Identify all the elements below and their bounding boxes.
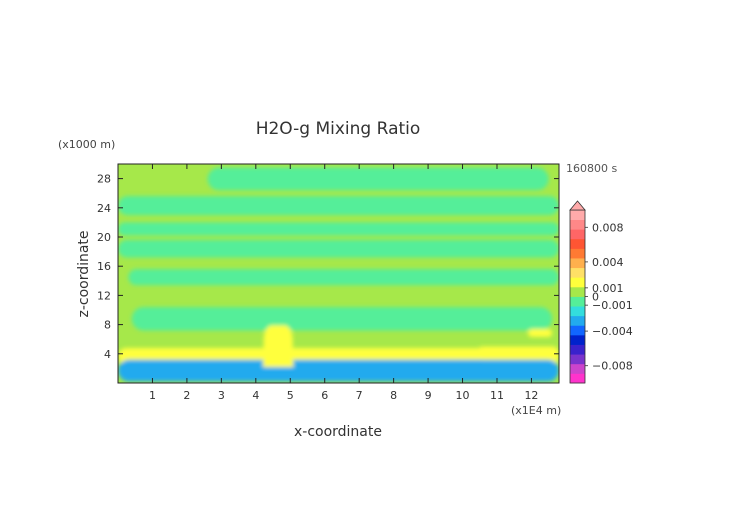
x-tick-label: 12 <box>524 389 538 402</box>
colorbar-swatch <box>570 363 585 374</box>
y-axis-label: z-coordinate <box>76 230 92 317</box>
time-label: 160800 s <box>566 162 617 175</box>
colorbar-swatch <box>570 286 585 297</box>
contour-region-patch-right <box>476 346 559 360</box>
x-tick-label: 4 <box>252 389 259 402</box>
contour-region-plume-top <box>262 325 294 367</box>
y-tick-label: 4 <box>104 348 111 361</box>
x-tick-label: 1 <box>149 389 156 402</box>
x-tick-label: 2 <box>183 389 190 402</box>
colorbar-swatch <box>570 229 585 240</box>
x-tick-label: 10 <box>456 389 470 402</box>
colorbar-swatch <box>570 267 585 278</box>
y-tick-label: 12 <box>97 289 111 302</box>
colorbar-swatch <box>570 334 585 345</box>
colorbar-tick-label: −0.008 <box>592 360 633 373</box>
x-axis: 1 2 3 4 5 6 7 8 9 10 11 12 <box>149 164 538 402</box>
colorbar-tick-label: −0.004 <box>592 325 633 338</box>
colorbar-tick-label: 0.001 <box>592 282 624 295</box>
contour-region-dry-low <box>118 359 559 382</box>
plot-frame <box>117 163 560 384</box>
colorbar-swatch <box>570 219 585 230</box>
colorbar-swatch <box>570 258 585 269</box>
contour-region-green-21 <box>118 222 559 236</box>
x-tick-label: 5 <box>287 389 294 402</box>
colorbar-swatch <box>570 306 585 317</box>
colorbar-swatch <box>570 277 585 288</box>
y-unit-label: (x1000 m) <box>58 138 115 151</box>
plot-area <box>117 163 560 384</box>
colorbar-tick-label: 0 <box>592 291 599 304</box>
x-tick-label: 8 <box>390 389 397 402</box>
colorbar-swatch <box>570 325 585 336</box>
colorbar-swatch <box>570 238 585 249</box>
x-tick-label: 7 <box>356 389 363 402</box>
colorbar-swatch <box>570 373 585 384</box>
contour-region-green-14 <box>128 269 559 286</box>
y-tick-label: 24 <box>97 202 111 215</box>
contour-region-patch-right-8 <box>527 328 553 338</box>
contour-region-green-9 <box>131 307 553 331</box>
y-tick-label: 8 <box>104 319 111 332</box>
contour-region-upper-green <box>207 167 549 191</box>
colorbar-tick-label: −0.001 <box>592 299 633 312</box>
colorbar-overflow-arrow <box>569 200 586 211</box>
colorbar-tick-label: 0.008 <box>592 221 624 234</box>
y-tick-label: 20 <box>97 231 111 244</box>
y-tick-label: 28 <box>97 173 111 186</box>
chart-title: H2O-g Mixing Ratio <box>256 119 421 139</box>
x-tick-label: 9 <box>425 389 432 402</box>
contour-region-green-24 <box>118 196 559 216</box>
colorbar-swatch <box>570 296 585 307</box>
x-tick-label: 3 <box>218 389 225 402</box>
x-tick-label: 11 <box>490 389 504 402</box>
colorbar-tick-label: 0.004 <box>592 256 624 269</box>
colorbar-swatch <box>570 210 585 221</box>
colorbar-swatch <box>570 315 585 326</box>
x-unit-label: (x1E4 m) <box>511 404 561 417</box>
colorbar-swatch <box>570 248 585 259</box>
colorbar-swatch <box>570 344 585 355</box>
y-axis: 4 8 12 16 20 24 28 <box>97 173 559 361</box>
y-tick-label: 16 <box>97 260 111 273</box>
x-axis-label: x-coordinate <box>294 424 382 440</box>
contour-region-green-18 <box>118 239 559 258</box>
colorbar-swatch <box>570 354 585 365</box>
x-tick-label: 6 <box>321 389 328 402</box>
